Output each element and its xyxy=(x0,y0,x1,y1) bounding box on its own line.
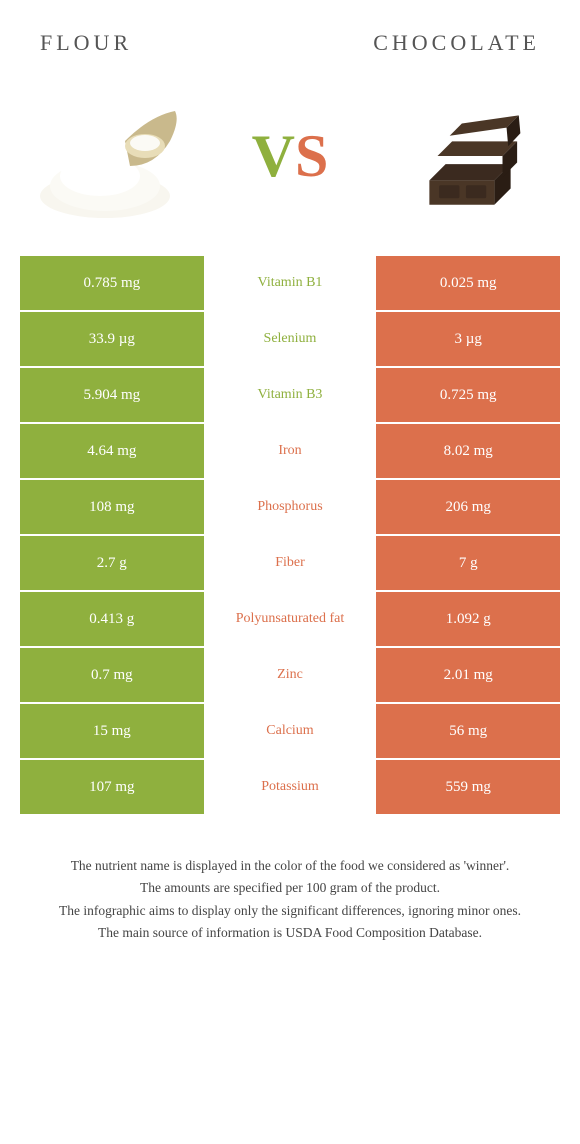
nutrient-name: Fiber xyxy=(204,536,377,590)
value-left: 0.7 mg xyxy=(20,648,204,702)
nutrient-name: Vitamin B3 xyxy=(204,368,377,422)
footnote-line: The infographic aims to display only the… xyxy=(10,901,570,921)
nutrient-name: Calcium xyxy=(204,704,377,758)
value-right: 2.01 mg xyxy=(376,648,560,702)
value-right: 206 mg xyxy=(376,480,560,534)
value-left: 15 mg xyxy=(20,704,204,758)
value-left: 33.9 µg xyxy=(20,312,204,366)
vs-label: VS xyxy=(252,122,329,191)
vs-s: S xyxy=(295,122,328,191)
value-left: 5.904 mg xyxy=(20,368,204,422)
chocolate-image xyxy=(390,86,550,226)
table-row: 33.9 µgSelenium3 µg xyxy=(20,312,560,368)
value-left: 2.7 g xyxy=(20,536,204,590)
nutrient-name: Potassium xyxy=(204,760,377,814)
title-left: FLOUR xyxy=(40,30,132,56)
nutrient-name: Zinc xyxy=(204,648,377,702)
table-row: 2.7 gFiber7 g xyxy=(20,536,560,592)
value-right: 3 µg xyxy=(376,312,560,366)
title-right: CHOCOLATE xyxy=(373,30,540,56)
table-row: 5.904 mgVitamin B30.725 mg xyxy=(20,368,560,424)
table-row: 0.7 mgZinc2.01 mg xyxy=(20,648,560,704)
table-row: 107 mgPotassium559 mg xyxy=(20,760,560,816)
value-left: 108 mg xyxy=(20,480,204,534)
nutrient-name: Selenium xyxy=(204,312,377,366)
table-row: 15 mgCalcium56 mg xyxy=(20,704,560,760)
table-row: 0.413 gPolyunsaturated fat1.092 g xyxy=(20,592,560,648)
value-right: 7 g xyxy=(376,536,560,590)
table-row: 0.785 mgVitamin B10.025 mg xyxy=(20,256,560,312)
value-right: 559 mg xyxy=(376,760,560,814)
nutrient-name: Polyunsaturated fat xyxy=(204,592,377,646)
nutrient-name: Vitamin B1 xyxy=(204,256,377,310)
value-right: 1.092 g xyxy=(376,592,560,646)
comparison-table: 0.785 mgVitamin B10.025 mg33.9 µgSeleniu… xyxy=(20,256,560,816)
table-row: 108 mgPhosphorus206 mg xyxy=(20,480,560,536)
nutrient-name: Iron xyxy=(204,424,377,478)
value-left: 4.64 mg xyxy=(20,424,204,478)
nutrient-name: Phosphorus xyxy=(204,480,377,534)
footnote: The nutrient name is displayed in the co… xyxy=(0,816,580,975)
flour-image xyxy=(30,86,190,226)
vs-v: V xyxy=(252,122,295,191)
value-right: 0.725 mg xyxy=(376,368,560,422)
footnote-line: The main source of information is USDA F… xyxy=(10,923,570,943)
value-right: 0.025 mg xyxy=(376,256,560,310)
value-right: 56 mg xyxy=(376,704,560,758)
value-left: 0.785 mg xyxy=(20,256,204,310)
value-left: 107 mg xyxy=(20,760,204,814)
table-row: 4.64 mgIron8.02 mg xyxy=(20,424,560,480)
footnote-line: The amounts are specified per 100 gram o… xyxy=(10,878,570,898)
value-left: 0.413 g xyxy=(20,592,204,646)
footnote-line: The nutrient name is displayed in the co… xyxy=(10,856,570,876)
value-right: 8.02 mg xyxy=(376,424,560,478)
